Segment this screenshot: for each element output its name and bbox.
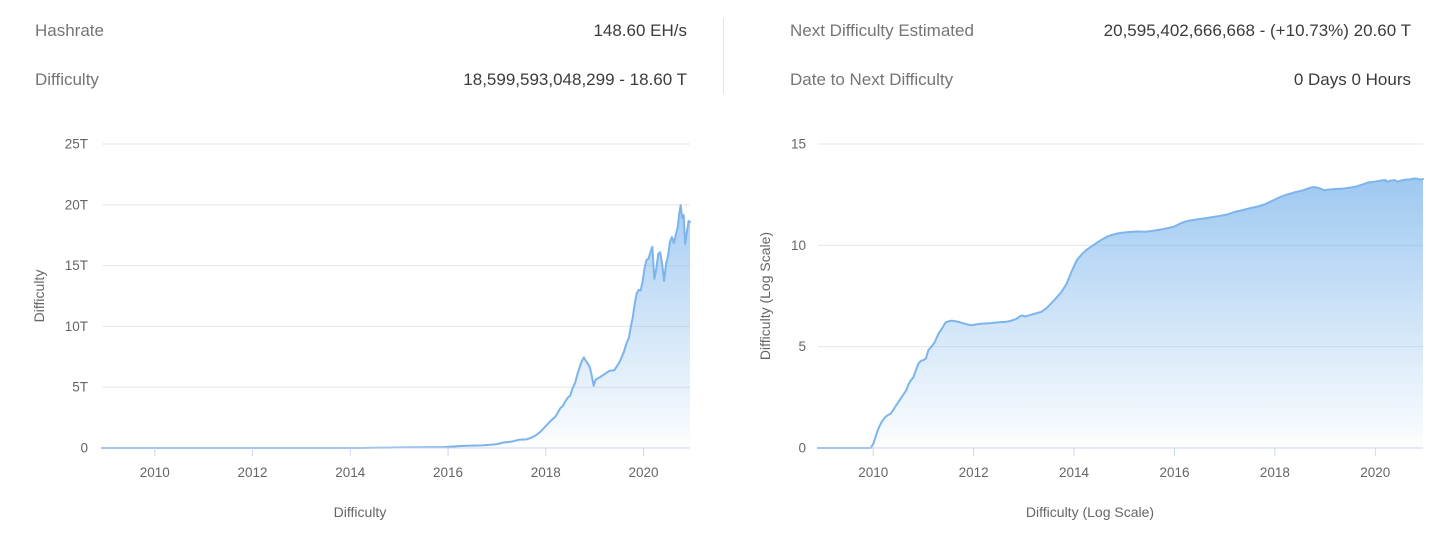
- area-fill: [818, 178, 1423, 448]
- hashrate-label: Hashrate: [35, 21, 104, 40]
- stat-row-hashrate: Hashrate 148.60 EH/s: [35, 20, 687, 42]
- y-tick-label-25T: 25T: [65, 137, 88, 152]
- x-tick-label-2016: 2016: [433, 465, 463, 480]
- difficulty-label: Difficulty: [35, 70, 99, 89]
- difficulty-value: 18,599,593,048,299 - 18.60 T: [463, 70, 687, 89]
- stat-row-next-difficulty: Next Difficulty Estimated 20,595,402,666…: [790, 20, 1411, 42]
- date-to-next-value: 0 Days 0 Hours: [1293, 70, 1411, 89]
- difficulty-log-chart: 2010 2012 2014 2016 2018 2020 0 5 10 15 Difficulty…: [757, 137, 1424, 520]
- series-line: [817, 177, 1424, 449]
- x-tick-label-2018: 2018: [531, 465, 561, 480]
- y-tick-label-5T: 5T: [72, 380, 88, 395]
- y-tick-label-10: 10: [791, 238, 806, 253]
- x-tick-label-2020: 2020: [629, 465, 659, 480]
- stat-row-date-to-next: Date to Next Difficulty 0 Days 0 Hours: [790, 69, 1411, 91]
- y-tick-label-10T: 10T: [65, 319, 88, 334]
- y-tick-label-0: 0: [80, 441, 88, 456]
- x-tick-label-2012: 2012: [959, 465, 989, 480]
- next-difficulty-label: Next Difficulty Estimated: [790, 21, 974, 40]
- series-line: [101, 204, 691, 449]
- y-axis-title: Difficulty (Log Scale): [757, 232, 773, 360]
- x-tick-label-2016: 2016: [1159, 465, 1189, 480]
- difficulty-linear-chart: 2010 2012 2014 2016 2018 2020 0 5T 10T 15T 20T 25T D…: [31, 137, 691, 520]
- x-tick-label-2018: 2018: [1260, 465, 1290, 480]
- x-tick-label-2014: 2014: [335, 465, 366, 480]
- x-tick-label-2012: 2012: [238, 465, 268, 480]
- y-tick-label-0: 0: [798, 441, 806, 456]
- header-divider: [723, 18, 724, 94]
- y-tick-label-15T: 15T: [65, 258, 88, 273]
- stat-row-difficulty: Difficulty 18,599,593,048,299 - 18.60 T: [35, 69, 687, 91]
- x-tick-label-2020: 2020: [1360, 465, 1390, 480]
- date-to-next-label: Date to Next Difficulty: [790, 70, 954, 89]
- next-difficulty-value: 20,595,402,666,668 - (+10.73%) 20.60 T: [1103, 21, 1411, 40]
- x-axis-title: Difficulty: [334, 504, 387, 520]
- y-axis-title: Difficulty: [31, 270, 47, 323]
- x-tick-label-2010: 2010: [140, 465, 170, 480]
- y-tick-label-15: 15: [791, 137, 806, 152]
- x-tick-label-2014: 2014: [1059, 465, 1090, 480]
- y-tick-label-5: 5: [798, 339, 806, 354]
- area-fill: [102, 205, 690, 448]
- x-axis-title: Difficulty (Log Scale): [1026, 504, 1154, 520]
- y-tick-label-20T: 20T: [65, 197, 88, 212]
- hashrate-value: 148.60 EH/s: [593, 21, 687, 40]
- x-tick-label-2010: 2010: [858, 465, 888, 480]
